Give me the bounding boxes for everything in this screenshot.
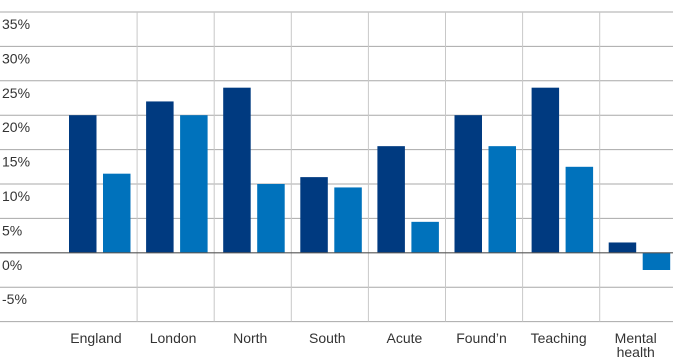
x-category-label: England	[70, 330, 121, 346]
x-category-label: South	[309, 330, 346, 346]
bar	[454, 115, 482, 253]
bar	[103, 173, 131, 253]
x-category-label: Teaching	[531, 330, 587, 346]
bar	[223, 87, 251, 253]
bar	[565, 166, 594, 253]
y-tick-label: 20%	[2, 119, 30, 135]
x-category-label: London	[150, 330, 197, 346]
bar	[334, 187, 362, 253]
bar	[488, 146, 516, 253]
y-tick-label: 10%	[2, 188, 30, 204]
bar	[146, 101, 174, 253]
bar	[180, 115, 208, 253]
y-tick-label: 25%	[2, 85, 30, 101]
bar	[257, 184, 285, 253]
y-tick-label: 35%	[2, 16, 30, 32]
y-tick-label: 5%	[2, 222, 22, 238]
x-category-label: North	[233, 330, 267, 346]
x-axis-categories: England London North South Acute Found’n Teach…	[70, 330, 656, 360]
bar	[608, 242, 637, 253]
bar	[377, 146, 405, 253]
x-category-label: Found’n	[456, 330, 507, 346]
y-tick-label: 0%	[2, 257, 22, 273]
bar	[531, 87, 560, 253]
bar	[69, 115, 97, 253]
y-tick-label: -5%	[2, 291, 27, 307]
bars	[69, 87, 671, 270]
bar	[411, 221, 439, 253]
x-category-label: Acute	[386, 330, 422, 346]
bar	[300, 177, 328, 253]
x-category-label: Mental health	[615, 330, 657, 360]
y-tick-label: 15%	[2, 154, 30, 170]
y-tick-label: 30%	[2, 50, 30, 66]
bar	[642, 252, 671, 270]
y-axis-ticks: 35% 30% 25% 20% 15% 10% 5% 0% -5%	[2, 16, 30, 307]
